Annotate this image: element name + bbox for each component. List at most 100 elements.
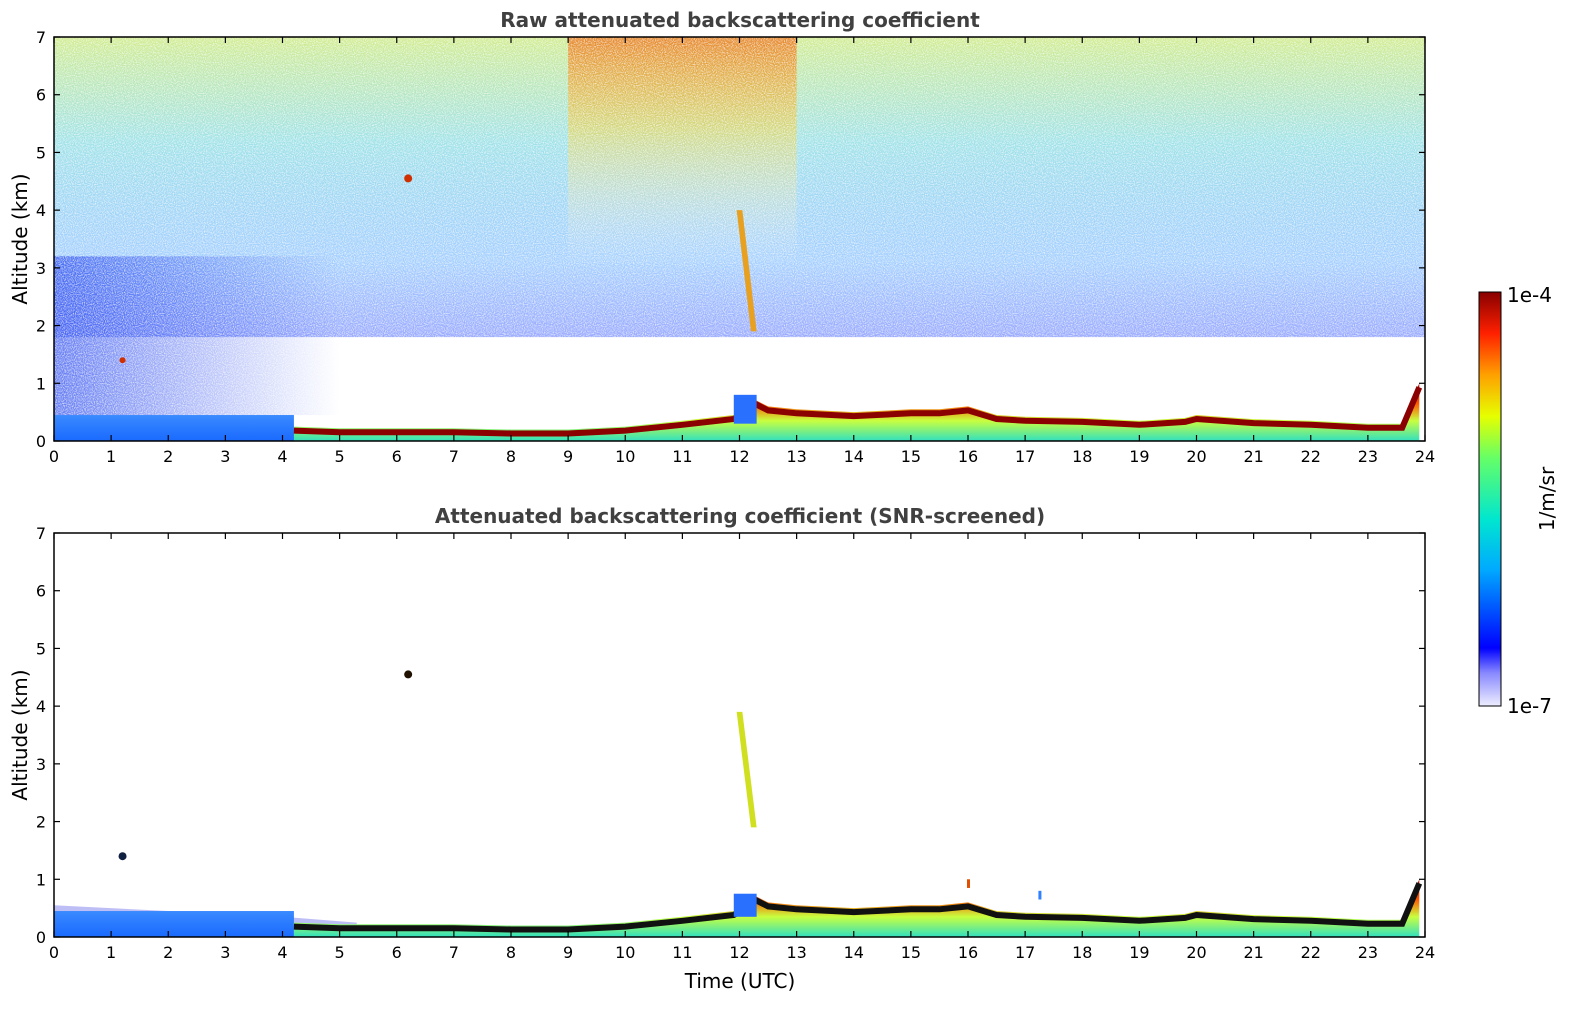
x-tick-label: 18 bbox=[1072, 943, 1092, 962]
panel1-ylabel: Altitude (km) bbox=[8, 173, 32, 304]
x-tick-label: 5 bbox=[335, 943, 345, 962]
x-tick-label: 14 bbox=[844, 943, 864, 962]
x-tick-label: 8 bbox=[506, 943, 516, 962]
x-tick-label: 21 bbox=[1243, 943, 1263, 962]
x-tick-label: 0 bbox=[49, 447, 59, 466]
x-tick-label: 3 bbox=[220, 943, 230, 962]
small-feature bbox=[1038, 890, 1042, 900]
x-tick-label: 4 bbox=[277, 943, 287, 962]
colorbar-unit-label: 1/m/sr bbox=[1535, 466, 1559, 531]
x-tick-label: 2 bbox=[163, 447, 173, 466]
small-feature bbox=[967, 879, 970, 888]
x-tick-label: 6 bbox=[392, 943, 402, 962]
bl-top-line bbox=[293, 882, 1423, 933]
x-tick-label: 19 bbox=[1129, 447, 1149, 466]
x-tick-label: 20 bbox=[1186, 943, 1206, 962]
raw-backscatter-panel: Raw attenuated backscattering coefficien… bbox=[8, 8, 1435, 466]
x-tick-label: 17 bbox=[1015, 943, 1035, 962]
x-tick-label: 3 bbox=[220, 447, 230, 466]
y-tick-label: 7 bbox=[36, 28, 46, 47]
panel2-title: Attenuated backscattering coefficient (S… bbox=[435, 504, 1045, 528]
panel1-y-ticks: 0 1 2 3 4 5 6 7 bbox=[36, 28, 1425, 451]
x-tick-label: 18 bbox=[1072, 447, 1092, 466]
y-tick-label: 0 bbox=[36, 928, 46, 947]
x-tick-label: 11 bbox=[672, 943, 692, 962]
virga-plume bbox=[736, 210, 757, 332]
panel1-x-ticks: 0 1 2 3 4 5 6 7 8 9 10 11 12 13 14 15 16 17 18 19 20 21 22 23 24 bbox=[49, 37, 1435, 466]
colorbar: 1e-4 1e-7 1/m/sr bbox=[1478, 283, 1559, 718]
x-tick-label: 12 bbox=[729, 943, 749, 962]
x-tick-label: 13 bbox=[786, 447, 806, 466]
x-tick-label: 13 bbox=[786, 943, 806, 962]
y-tick-label: 2 bbox=[36, 317, 46, 336]
panel2-xlabel: Time (UTC) bbox=[684, 969, 796, 993]
y-tick-label: 2 bbox=[36, 813, 46, 832]
elevated-layer bbox=[404, 670, 413, 679]
x-tick-label: 11 bbox=[672, 447, 692, 466]
x-tick-label: 8 bbox=[506, 447, 516, 466]
y-tick-label: 1 bbox=[36, 374, 46, 393]
x-tick-label: 10 bbox=[615, 943, 635, 962]
aerosol-core bbox=[54, 911, 294, 937]
y-tick-label: 7 bbox=[36, 524, 46, 543]
x-tick-label: 7 bbox=[449, 447, 459, 466]
x-tick-label: 24 bbox=[1415, 447, 1435, 466]
panel2-y-ticks: 0 1 2 3 4 5 6 7 bbox=[36, 524, 1425, 947]
panel2-ylabel: Altitude (km) bbox=[8, 669, 32, 800]
x-tick-label: 4 bbox=[277, 447, 287, 466]
cloud-base bbox=[733, 893, 757, 917]
y-tick-label: 5 bbox=[36, 143, 46, 162]
colorbar-gradient bbox=[1478, 291, 1502, 707]
x-tick-label: 1 bbox=[106, 447, 116, 466]
x-tick-label: 15 bbox=[901, 447, 921, 466]
y-tick-label: 4 bbox=[36, 201, 46, 220]
x-tick-label: 20 bbox=[1186, 447, 1206, 466]
panel2-plot-area bbox=[53, 532, 1426, 938]
panel1-title: Raw attenuated backscattering coefficien… bbox=[500, 8, 980, 32]
x-tick-label: 0 bbox=[49, 943, 59, 962]
x-tick-label: 12 bbox=[729, 447, 749, 466]
x-tick-label: 7 bbox=[449, 943, 459, 962]
x-tick-label: 10 bbox=[615, 447, 635, 466]
panel1-plot-area bbox=[53, 36, 1426, 442]
x-tick-label: 14 bbox=[844, 447, 864, 466]
x-tick-label: 9 bbox=[563, 447, 573, 466]
y-tick-label: 3 bbox=[36, 755, 46, 774]
x-tick-label: 23 bbox=[1358, 943, 1378, 962]
y-tick-label: 6 bbox=[36, 86, 46, 105]
y-tick-label: 4 bbox=[36, 697, 46, 716]
x-tick-label: 24 bbox=[1415, 943, 1435, 962]
x-tick-label: 16 bbox=[958, 447, 978, 466]
x-tick-label: 19 bbox=[1129, 943, 1149, 962]
cloud-base bbox=[733, 394, 757, 424]
x-tick-label: 22 bbox=[1301, 447, 1321, 466]
noise-speckle bbox=[54, 37, 1425, 441]
elevated-layer bbox=[119, 357, 126, 364]
x-tick-label: 9 bbox=[563, 943, 573, 962]
colorbar-top-label: 1e-4 bbox=[1507, 283, 1552, 307]
x-tick-label: 15 bbox=[901, 943, 921, 962]
x-tick-label: 16 bbox=[958, 943, 978, 962]
x-tick-label: 1 bbox=[106, 943, 116, 962]
x-tick-label: 6 bbox=[392, 447, 402, 466]
x-tick-label: 17 bbox=[1015, 447, 1035, 466]
aerosol-layer bbox=[54, 415, 294, 441]
bl-top-line bbox=[293, 386, 1423, 437]
boundary-layer bbox=[54, 383, 1420, 441]
y-tick-label: 6 bbox=[36, 582, 46, 601]
elevated-layer bbox=[404, 174, 413, 183]
y-tick-label: 5 bbox=[36, 639, 46, 658]
x-tick-label: 23 bbox=[1358, 447, 1378, 466]
snr-screened-panel: Attenuated backscattering coefficient (S… bbox=[8, 504, 1435, 993]
panel2-x-ticks: 0 1 2 3 4 5 6 7 8 9 10 11 12 13 14 15 16 17 18 19 20 21 22 23 24 bbox=[49, 533, 1435, 962]
y-tick-label: 3 bbox=[36, 259, 46, 278]
y-tick-label: 1 bbox=[36, 870, 46, 889]
x-tick-label: 21 bbox=[1243, 447, 1263, 466]
elevated-layer bbox=[118, 852, 127, 861]
virga-plume bbox=[736, 711, 757, 828]
y-tick-label: 0 bbox=[36, 432, 46, 451]
x-tick-label: 22 bbox=[1301, 943, 1321, 962]
x-tick-label: 5 bbox=[335, 447, 345, 466]
x-tick-label: 2 bbox=[163, 943, 173, 962]
